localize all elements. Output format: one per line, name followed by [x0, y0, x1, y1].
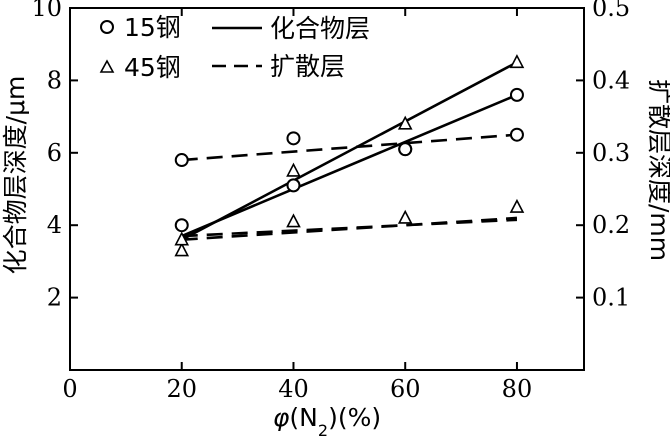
- fit-lines: [181, 61, 518, 241]
- x-axis-title-symbol: φ: [273, 403, 290, 432]
- data-point-45-steel: [286, 162, 301, 177]
- legend-label-compound-layer: 化合物层: [270, 14, 370, 43]
- left-y-tick-label: 6: [47, 139, 62, 167]
- x-axis-ticks: 0 20 40 60 80: [62, 8, 532, 403]
- x-tick-label: 20: [166, 375, 197, 403]
- diffusion-layer-fit-line: [181, 133, 518, 162]
- x-axis-title-open: (N: [289, 403, 317, 432]
- x-axis-title: φ(N2)(%): [273, 403, 381, 436]
- plot-area-border: [69, 7, 585, 371]
- right-y-tick-label: 0.2: [592, 211, 630, 239]
- data-point-45-steel: [397, 209, 413, 224]
- x-tick-label: 80: [502, 375, 533, 403]
- data-point-15-steel: [286, 131, 301, 146]
- left-y-axis-ticks: 2 4 6 8 10: [31, 0, 78, 312]
- left-y-tick-label: 4: [47, 211, 62, 239]
- data-point-15-steel: [174, 218, 189, 233]
- legend-label-diffusion-layer: 扩散层: [270, 52, 345, 81]
- right-y-axis-title: 扩散层深度/mm: [645, 79, 670, 261]
- legend-triangle-marker: [99, 59, 115, 73]
- right-y-axis-ticks: 0.1 0.2 0.3 0.4 0.5: [576, 0, 630, 312]
- plot-frame: [69, 7, 585, 371]
- left-y-tick-label: 10: [31, 0, 62, 22]
- left-y-axis-title: 化合物层深度/μm: [1, 76, 30, 275]
- left-y-tick-label: 2: [47, 284, 62, 312]
- x-axis-title-close: )(%): [328, 403, 381, 432]
- data-point-45-steel: [509, 54, 525, 69]
- data-point-45-steel: [174, 242, 190, 257]
- left-y-tick-label: 8: [47, 66, 62, 94]
- right-y-tick-label: 0.5: [592, 0, 630, 22]
- data-point-15-steel: [398, 142, 413, 157]
- right-y-tick-label: 0.3: [592, 139, 630, 167]
- data-point-15-steel: [286, 178, 301, 193]
- compound-layer-fit-line: [181, 93, 518, 238]
- right-y-tick-label: 0.4: [592, 66, 630, 94]
- data-point-15-steel: [174, 153, 189, 168]
- legend-circle-marker: [100, 20, 114, 34]
- data-markers: [174, 54, 525, 257]
- data-point-45-steel: [397, 115, 413, 130]
- legend: 15钢 45钢 化合物层 扩散层: [99, 13, 370, 82]
- right-y-tick-label: 0.1: [592, 284, 630, 312]
- compound-layer-fit-line: [181, 61, 518, 241]
- data-point-15-steel: [509, 87, 524, 102]
- legend-label-15-steel: 15钢: [124, 13, 181, 42]
- x-tick-label: 0: [62, 375, 77, 403]
- x-axis-title-subscript: 2: [318, 421, 328, 436]
- diffusion-layer-fit-line: [181, 216, 518, 241]
- legend-label-45-steel: 45钢: [124, 53, 181, 82]
- x-tick-label: 60: [390, 375, 421, 403]
- data-point-15-steel: [509, 127, 524, 142]
- x-tick-label: 40: [278, 375, 309, 403]
- data-point-45-steel: [509, 198, 525, 213]
- data-point-45-steel: [286, 213, 301, 228]
- data-point-45-steel: [174, 231, 190, 246]
